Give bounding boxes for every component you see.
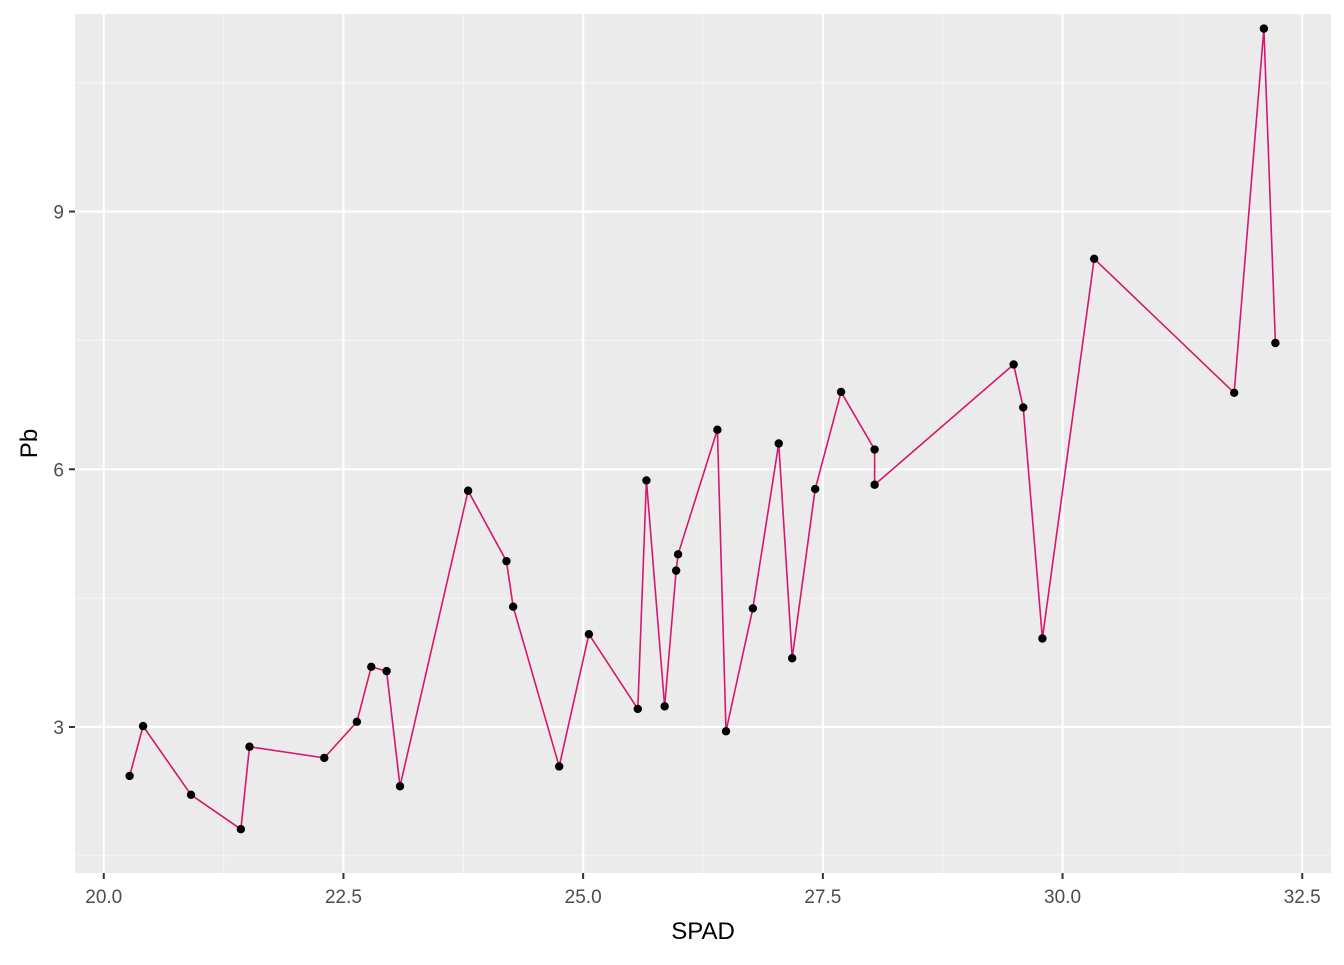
x-tick-label: 27.5 <box>804 887 841 908</box>
series-line-segment <box>512 605 560 768</box>
data-point <box>787 654 797 663</box>
data-point <box>774 439 783 448</box>
series-line-segment <box>588 633 639 710</box>
y-axis: 3 6 9 <box>53 203 75 739</box>
series-line-segment <box>725 607 754 733</box>
data-point <box>584 629 594 639</box>
data-point <box>554 762 564 771</box>
series-line-segment <box>385 670 401 788</box>
data-point <box>870 480 879 489</box>
series-line-segment <box>873 363 1015 486</box>
data-point <box>836 387 846 397</box>
data-point <box>1229 388 1239 398</box>
data-point <box>508 602 518 611</box>
series-line-group <box>128 27 1277 830</box>
series-line-segment <box>814 391 842 490</box>
data-point <box>870 445 879 454</box>
data-point <box>633 704 643 714</box>
data-point <box>1089 254 1099 264</box>
y-tick-label: 3 <box>53 718 64 739</box>
series-points-group <box>125 24 1280 834</box>
data-point <box>713 425 722 434</box>
data-point <box>810 484 820 494</box>
data-point <box>395 782 405 791</box>
data-point <box>463 486 473 495</box>
data-point <box>1259 24 1269 33</box>
x-tick-label: 22.5 <box>325 887 362 908</box>
x-axis-title: SPAD <box>671 918 735 945</box>
data-point <box>642 476 651 485</box>
data-point <box>673 550 683 559</box>
y-tick-label: 9 <box>53 203 64 224</box>
series-line-segment <box>663 569 677 708</box>
series-line-segment <box>190 794 242 830</box>
series-line-segment <box>777 442 793 660</box>
series-line-segment <box>1263 27 1277 344</box>
series-line-segment <box>716 428 727 733</box>
x-tick-label: 25.0 <box>565 887 602 908</box>
x-axis: 20.0 22.5 25.0 27.5 30.0 32.5 <box>85 873 1321 908</box>
series-line-segment <box>356 666 373 723</box>
data-point <box>1271 338 1280 348</box>
series-line-segment <box>128 725 144 777</box>
data-point <box>125 771 134 781</box>
x-tick-label: 32.5 <box>1284 887 1321 908</box>
series-line-segment <box>1041 258 1095 640</box>
data-point <box>1019 403 1028 412</box>
data-point <box>382 666 391 676</box>
major-gridlines <box>75 14 1331 873</box>
series-line-segment <box>645 479 666 708</box>
data-point <box>186 790 196 800</box>
data-point <box>1038 634 1047 643</box>
data-point <box>245 742 254 751</box>
data-point <box>671 566 681 575</box>
series-line-segment <box>558 633 590 768</box>
data-point <box>660 702 669 711</box>
series-line-segment <box>505 560 514 608</box>
series-line-segment <box>840 391 876 451</box>
data-point <box>721 727 731 736</box>
series-line-segment <box>1093 258 1235 394</box>
data-point <box>352 717 362 727</box>
series-line-segment <box>1233 27 1265 394</box>
series-line-segment <box>1012 363 1025 409</box>
series-line-segment <box>142 725 192 796</box>
y-axis-title: Pb <box>16 429 43 458</box>
data-point <box>138 721 148 731</box>
data-point <box>320 753 329 763</box>
data-point <box>748 604 758 613</box>
series-line-segment <box>248 745 326 759</box>
series-line-segment <box>1022 406 1044 640</box>
series-line-segment <box>467 489 508 562</box>
series-line-segment <box>323 721 358 759</box>
series-line-segment <box>637 479 648 710</box>
data-point <box>1009 360 1018 369</box>
x-tick-label: 30.0 <box>1044 887 1081 908</box>
data-point <box>236 824 246 834</box>
series-line-segment <box>791 488 816 660</box>
data-point <box>367 662 376 672</box>
series-line-segment <box>399 489 469 788</box>
minor-gridlines <box>75 14 1331 873</box>
series-line-segment <box>752 442 780 610</box>
series-line-segment <box>677 428 719 556</box>
data-point <box>502 556 511 566</box>
series-line-segment <box>240 745 251 830</box>
y-tick-label: 6 <box>53 460 64 481</box>
x-tick-label: 20.0 <box>85 887 122 908</box>
